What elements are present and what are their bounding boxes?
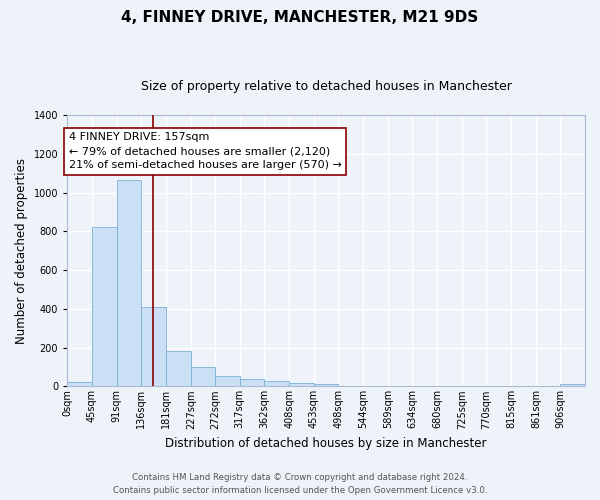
Bar: [67, 382, 92, 386]
Bar: [166, 352, 191, 386]
Bar: [289, 384, 314, 386]
Y-axis label: Number of detached properties: Number of detached properties: [15, 158, 28, 344]
Bar: [560, 384, 585, 386]
Bar: [117, 180, 141, 386]
Text: Contains HM Land Registry data © Crown copyright and database right 2024.
Contai: Contains HM Land Registry data © Crown c…: [113, 474, 487, 495]
Bar: [141, 307, 166, 386]
Bar: [215, 376, 240, 386]
Bar: [265, 381, 289, 386]
Bar: [92, 228, 117, 386]
Text: 4, FINNEY DRIVE, MANCHESTER, M21 9DS: 4, FINNEY DRIVE, MANCHESTER, M21 9DS: [121, 10, 479, 25]
Bar: [314, 384, 338, 386]
Bar: [240, 379, 265, 386]
Bar: [191, 367, 215, 386]
X-axis label: Distribution of detached houses by size in Manchester: Distribution of detached houses by size …: [166, 437, 487, 450]
Text: 4 FINNEY DRIVE: 157sqm
← 79% of detached houses are smaller (2,120)
21% of semi-: 4 FINNEY DRIVE: 157sqm ← 79% of detached…: [69, 132, 342, 170]
Title: Size of property relative to detached houses in Manchester: Size of property relative to detached ho…: [140, 80, 512, 93]
